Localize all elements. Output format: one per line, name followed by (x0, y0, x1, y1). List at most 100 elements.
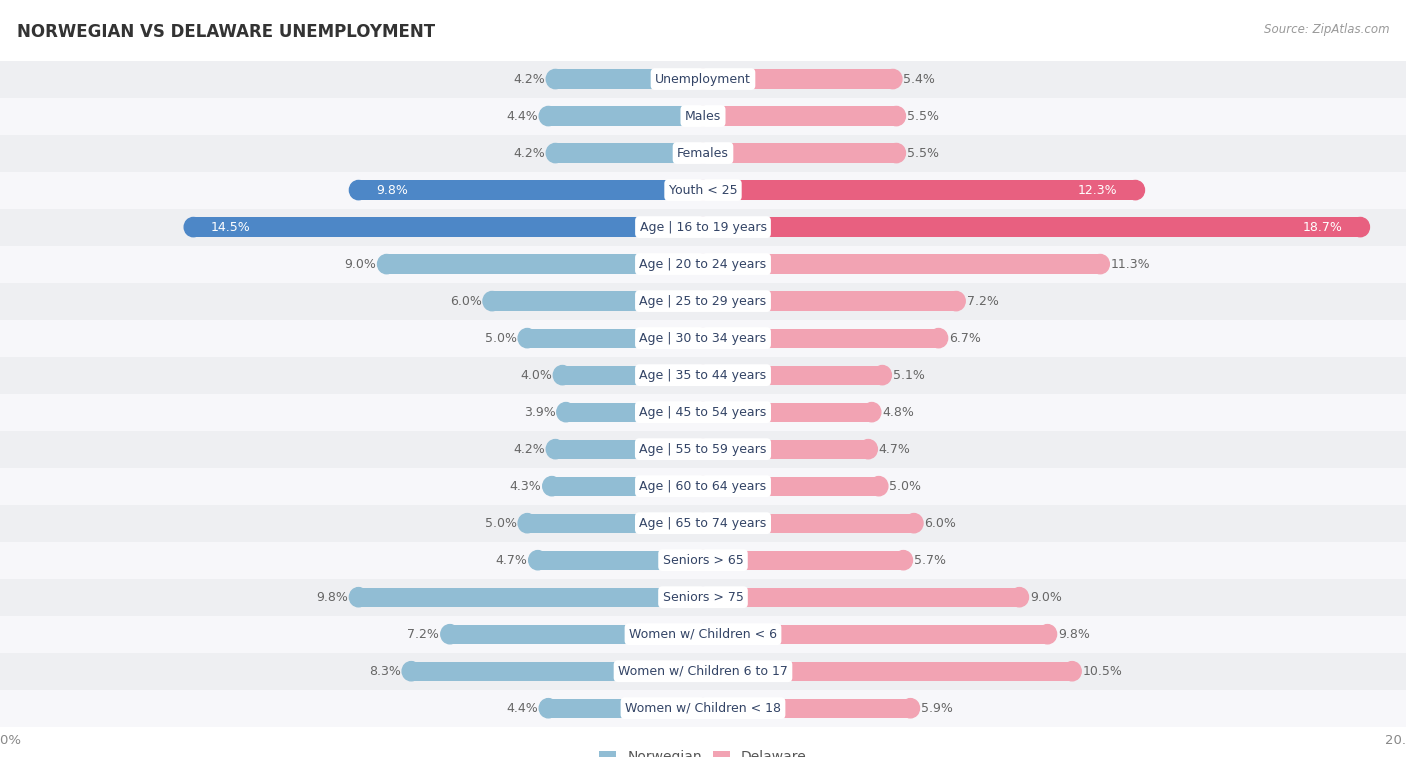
Circle shape (894, 550, 912, 570)
Circle shape (869, 477, 889, 496)
Circle shape (883, 70, 903, 89)
Bar (703, 662, 1073, 681)
Bar (0, 542, 1406, 578)
Text: Age | 20 to 24 years: Age | 20 to 24 years (640, 257, 766, 270)
Text: Age | 65 to 74 years: Age | 65 to 74 years (640, 517, 766, 530)
Text: Age | 60 to 64 years: Age | 60 to 64 years (640, 480, 766, 493)
Bar (703, 217, 1360, 237)
Text: 9.0%: 9.0% (1029, 590, 1062, 603)
Bar (703, 550, 904, 570)
Text: 5.5%: 5.5% (907, 110, 939, 123)
Bar (0, 98, 1406, 135)
Circle shape (695, 513, 713, 533)
Text: 5.7%: 5.7% (914, 553, 946, 567)
Circle shape (695, 477, 713, 496)
Text: 14.5%: 14.5% (211, 220, 250, 234)
Text: Women w/ Children < 6: Women w/ Children < 6 (628, 628, 778, 640)
Circle shape (349, 180, 368, 200)
Text: 5.1%: 5.1% (893, 369, 925, 382)
Circle shape (948, 291, 965, 310)
Text: Seniors > 65: Seniors > 65 (662, 553, 744, 567)
Circle shape (695, 403, 713, 422)
Circle shape (695, 550, 713, 570)
Text: 5.5%: 5.5% (907, 147, 939, 160)
Text: Males: Males (685, 110, 721, 123)
Text: 7.2%: 7.2% (967, 294, 998, 307)
Circle shape (546, 440, 565, 459)
Text: 12.3%: 12.3% (1078, 184, 1118, 197)
Bar (412, 662, 703, 681)
Circle shape (929, 329, 948, 347)
Text: 6.7%: 6.7% (949, 332, 981, 344)
Bar (0, 431, 1406, 468)
Bar (0, 394, 1406, 431)
Text: 6.0%: 6.0% (925, 517, 956, 530)
Bar (359, 587, 703, 607)
Bar (703, 625, 1047, 643)
Text: 4.3%: 4.3% (509, 480, 541, 493)
Circle shape (377, 254, 396, 274)
Circle shape (695, 107, 713, 126)
Text: Women w/ Children < 18: Women w/ Children < 18 (626, 702, 780, 715)
Bar (703, 587, 1019, 607)
Bar (0, 282, 1406, 319)
Circle shape (695, 217, 713, 237)
Text: Age | 25 to 29 years: Age | 25 to 29 years (640, 294, 766, 307)
Circle shape (695, 254, 713, 274)
Circle shape (695, 625, 713, 643)
Bar (0, 357, 1406, 394)
Circle shape (441, 625, 458, 643)
Circle shape (517, 329, 537, 347)
Circle shape (695, 403, 713, 422)
Text: 4.2%: 4.2% (513, 73, 546, 86)
Text: Source: ZipAtlas.com: Source: ZipAtlas.com (1264, 23, 1389, 36)
Text: 9.0%: 9.0% (344, 257, 375, 270)
Circle shape (695, 144, 713, 163)
Text: Seniors > 75: Seniors > 75 (662, 590, 744, 603)
Text: 7.2%: 7.2% (408, 628, 439, 640)
Circle shape (543, 477, 561, 496)
Circle shape (695, 440, 713, 459)
Circle shape (695, 180, 713, 200)
Circle shape (695, 662, 713, 681)
Circle shape (859, 440, 877, 459)
Circle shape (695, 366, 713, 385)
Text: 8.3%: 8.3% (368, 665, 401, 678)
Circle shape (887, 144, 905, 163)
Circle shape (863, 403, 880, 422)
Circle shape (695, 550, 713, 570)
Text: 4.0%: 4.0% (520, 369, 551, 382)
Text: Unemployment: Unemployment (655, 73, 751, 86)
Text: Age | 16 to 19 years: Age | 16 to 19 years (640, 220, 766, 234)
Text: 5.0%: 5.0% (485, 332, 517, 344)
Text: Age | 35 to 44 years: Age | 35 to 44 years (640, 369, 766, 382)
Bar (0, 135, 1406, 172)
Bar (0, 505, 1406, 542)
Text: 10.5%: 10.5% (1083, 665, 1122, 678)
Circle shape (1010, 587, 1028, 607)
Bar (703, 144, 897, 163)
Bar (0, 615, 1406, 653)
Circle shape (695, 366, 713, 385)
Bar (703, 291, 956, 310)
Circle shape (695, 587, 713, 607)
Circle shape (540, 107, 558, 126)
Bar (0, 61, 1406, 98)
Bar (703, 366, 883, 385)
Bar (703, 403, 872, 422)
Circle shape (887, 107, 905, 126)
Bar (0, 172, 1406, 209)
Bar (551, 477, 703, 496)
Circle shape (695, 587, 713, 607)
Text: 5.4%: 5.4% (904, 73, 935, 86)
Bar (703, 477, 879, 496)
Circle shape (695, 291, 713, 310)
Bar (562, 366, 703, 385)
Bar (0, 245, 1406, 282)
Circle shape (695, 217, 713, 237)
Text: 18.7%: 18.7% (1303, 220, 1343, 234)
Text: Age | 55 to 59 years: Age | 55 to 59 years (640, 443, 766, 456)
Text: 11.3%: 11.3% (1111, 257, 1150, 270)
Bar (450, 625, 703, 643)
Circle shape (695, 662, 713, 681)
